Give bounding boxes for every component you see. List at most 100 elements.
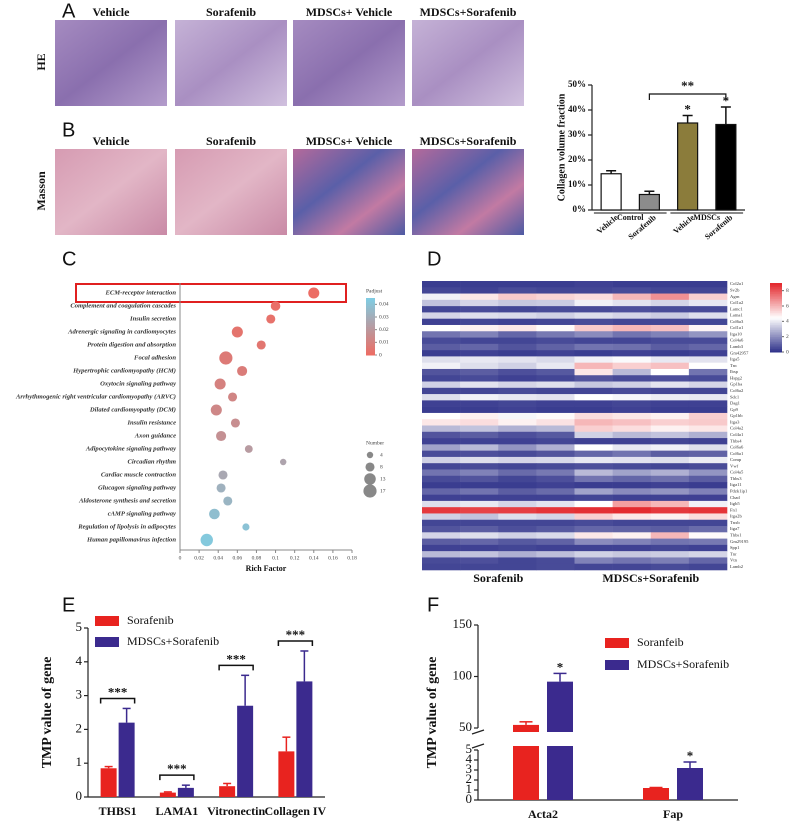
image-label: Vehicle	[93, 5, 131, 19]
heatmap-cell	[536, 318, 575, 326]
heatmap-cell	[536, 337, 575, 345]
y-tick-label: 4	[466, 751, 473, 766]
colorbar-stripe	[366, 324, 375, 327]
heatmap-cell	[612, 331, 652, 338]
colorbar-stripe	[770, 286, 782, 289]
heatmap-cell	[688, 425, 728, 433]
heatmap-cell	[422, 318, 461, 326]
heatmap-cell	[422, 469, 461, 477]
x-tick-label: Collagen IV	[265, 804, 327, 818]
heatmap-cell	[498, 563, 537, 571]
dot	[280, 458, 287, 466]
heatmap-cell	[460, 381, 499, 389]
heatmap-cell	[688, 444, 728, 451]
heatmap-cell	[574, 488, 613, 495]
heatmap-cell	[498, 419, 537, 426]
significance: ***	[108, 684, 128, 699]
heatmap-cell	[460, 538, 499, 546]
heatmap-cell	[574, 387, 613, 395]
significance: ***	[286, 627, 306, 642]
heatmap-cell	[612, 406, 652, 414]
row-label: Col1a1	[730, 325, 744, 330]
row-label: Sdc1	[730, 394, 740, 399]
row-label: Tnc	[730, 363, 737, 368]
heatmap-cell	[422, 425, 461, 433]
heatmap-cell	[650, 544, 690, 552]
row-label: Itga7	[730, 526, 740, 531]
dot	[237, 365, 248, 377]
term-label: Adipocytokine signaling pathway	[85, 446, 176, 453]
axis-break	[470, 732, 740, 746]
y-tick-label: 0	[466, 791, 473, 806]
term-label: Insulin resistance	[126, 420, 176, 427]
colorbar-stripe	[770, 314, 782, 317]
term-label: Dilated cardiomyopathy (DCM)	[89, 407, 176, 414]
heatmap-cell	[650, 507, 690, 514]
heatmap-cell	[536, 469, 575, 477]
heatmap-cell	[612, 544, 652, 552]
colorbar-stripe	[770, 288, 782, 291]
colorbar-stripe	[366, 320, 375, 324]
heatmap-cell	[498, 375, 537, 382]
y-tick-label: 30%	[568, 129, 586, 139]
heatmap-cell	[498, 306, 537, 313]
row-label: Masson	[34, 171, 48, 211]
heatmap-cell	[536, 368, 575, 376]
heatmap-cell	[422, 526, 461, 533]
heatmap-cell	[422, 343, 461, 351]
colorbar-stripe	[366, 303, 375, 307]
colorbar-stripe	[366, 345, 375, 348]
dot	[308, 287, 320, 299]
heatmap-cell	[574, 456, 613, 464]
significance: *	[557, 659, 564, 674]
heatmap-cell	[688, 557, 728, 565]
term-label: Glucagon signaling pathway	[98, 485, 176, 492]
heatmap-cell	[422, 519, 461, 527]
significance: ***	[226, 651, 246, 666]
row-label: Fn1	[730, 507, 738, 512]
significance: *	[687, 748, 694, 763]
heatmap-cell	[612, 507, 652, 514]
heatmap-cell	[688, 482, 728, 489]
row-label: Lamc1	[730, 306, 743, 311]
bar	[643, 788, 669, 800]
heatmap-cell	[612, 563, 652, 571]
heatmap-cell	[612, 425, 652, 433]
heatmap-cell	[498, 431, 537, 439]
heatmap-cell	[422, 538, 461, 546]
heatmap-cell	[688, 343, 728, 351]
row-label: Itga11	[730, 482, 742, 487]
dot	[256, 340, 266, 350]
colorbar-label: 4	[786, 319, 789, 325]
heatmap-cell	[498, 387, 537, 395]
heatmap-cell	[460, 519, 499, 527]
heatmap-cell	[574, 482, 613, 489]
row-label: Gp1bb	[730, 413, 743, 418]
dot	[266, 314, 276, 324]
heatmap-cell	[460, 368, 499, 376]
heatmap-cell	[498, 299, 537, 307]
dot	[231, 326, 243, 338]
size-legend-dot	[365, 462, 375, 472]
heatmap-cell	[688, 450, 728, 458]
heatmap-cell	[688, 337, 728, 345]
heatmap-cell	[688, 463, 728, 470]
colorbar-stripe	[770, 307, 782, 310]
heatmap-cell	[574, 412, 613, 420]
row-label: Hspg2	[730, 375, 743, 380]
image-label: MDSCs+Sorafenib	[420, 134, 517, 148]
image-label: Vehicle	[93, 134, 131, 148]
y-axis-label: Collagen volume fraction	[556, 93, 567, 201]
heatmap-cell	[688, 513, 728, 521]
panel-label: A	[62, 0, 76, 22]
heatmap-cell	[422, 337, 461, 345]
heatmap-cell	[574, 494, 613, 502]
row-label: Dag1	[730, 401, 741, 406]
colorbar-stripe	[366, 305, 375, 308]
heatmap-cell	[536, 431, 575, 439]
y-tick-label: 5	[76, 619, 83, 634]
heatmap-cell	[422, 281, 461, 288]
y-tick-label: 50%	[568, 79, 586, 89]
y-tick-label: 100	[453, 667, 473, 682]
heatmap-cell	[612, 381, 652, 389]
